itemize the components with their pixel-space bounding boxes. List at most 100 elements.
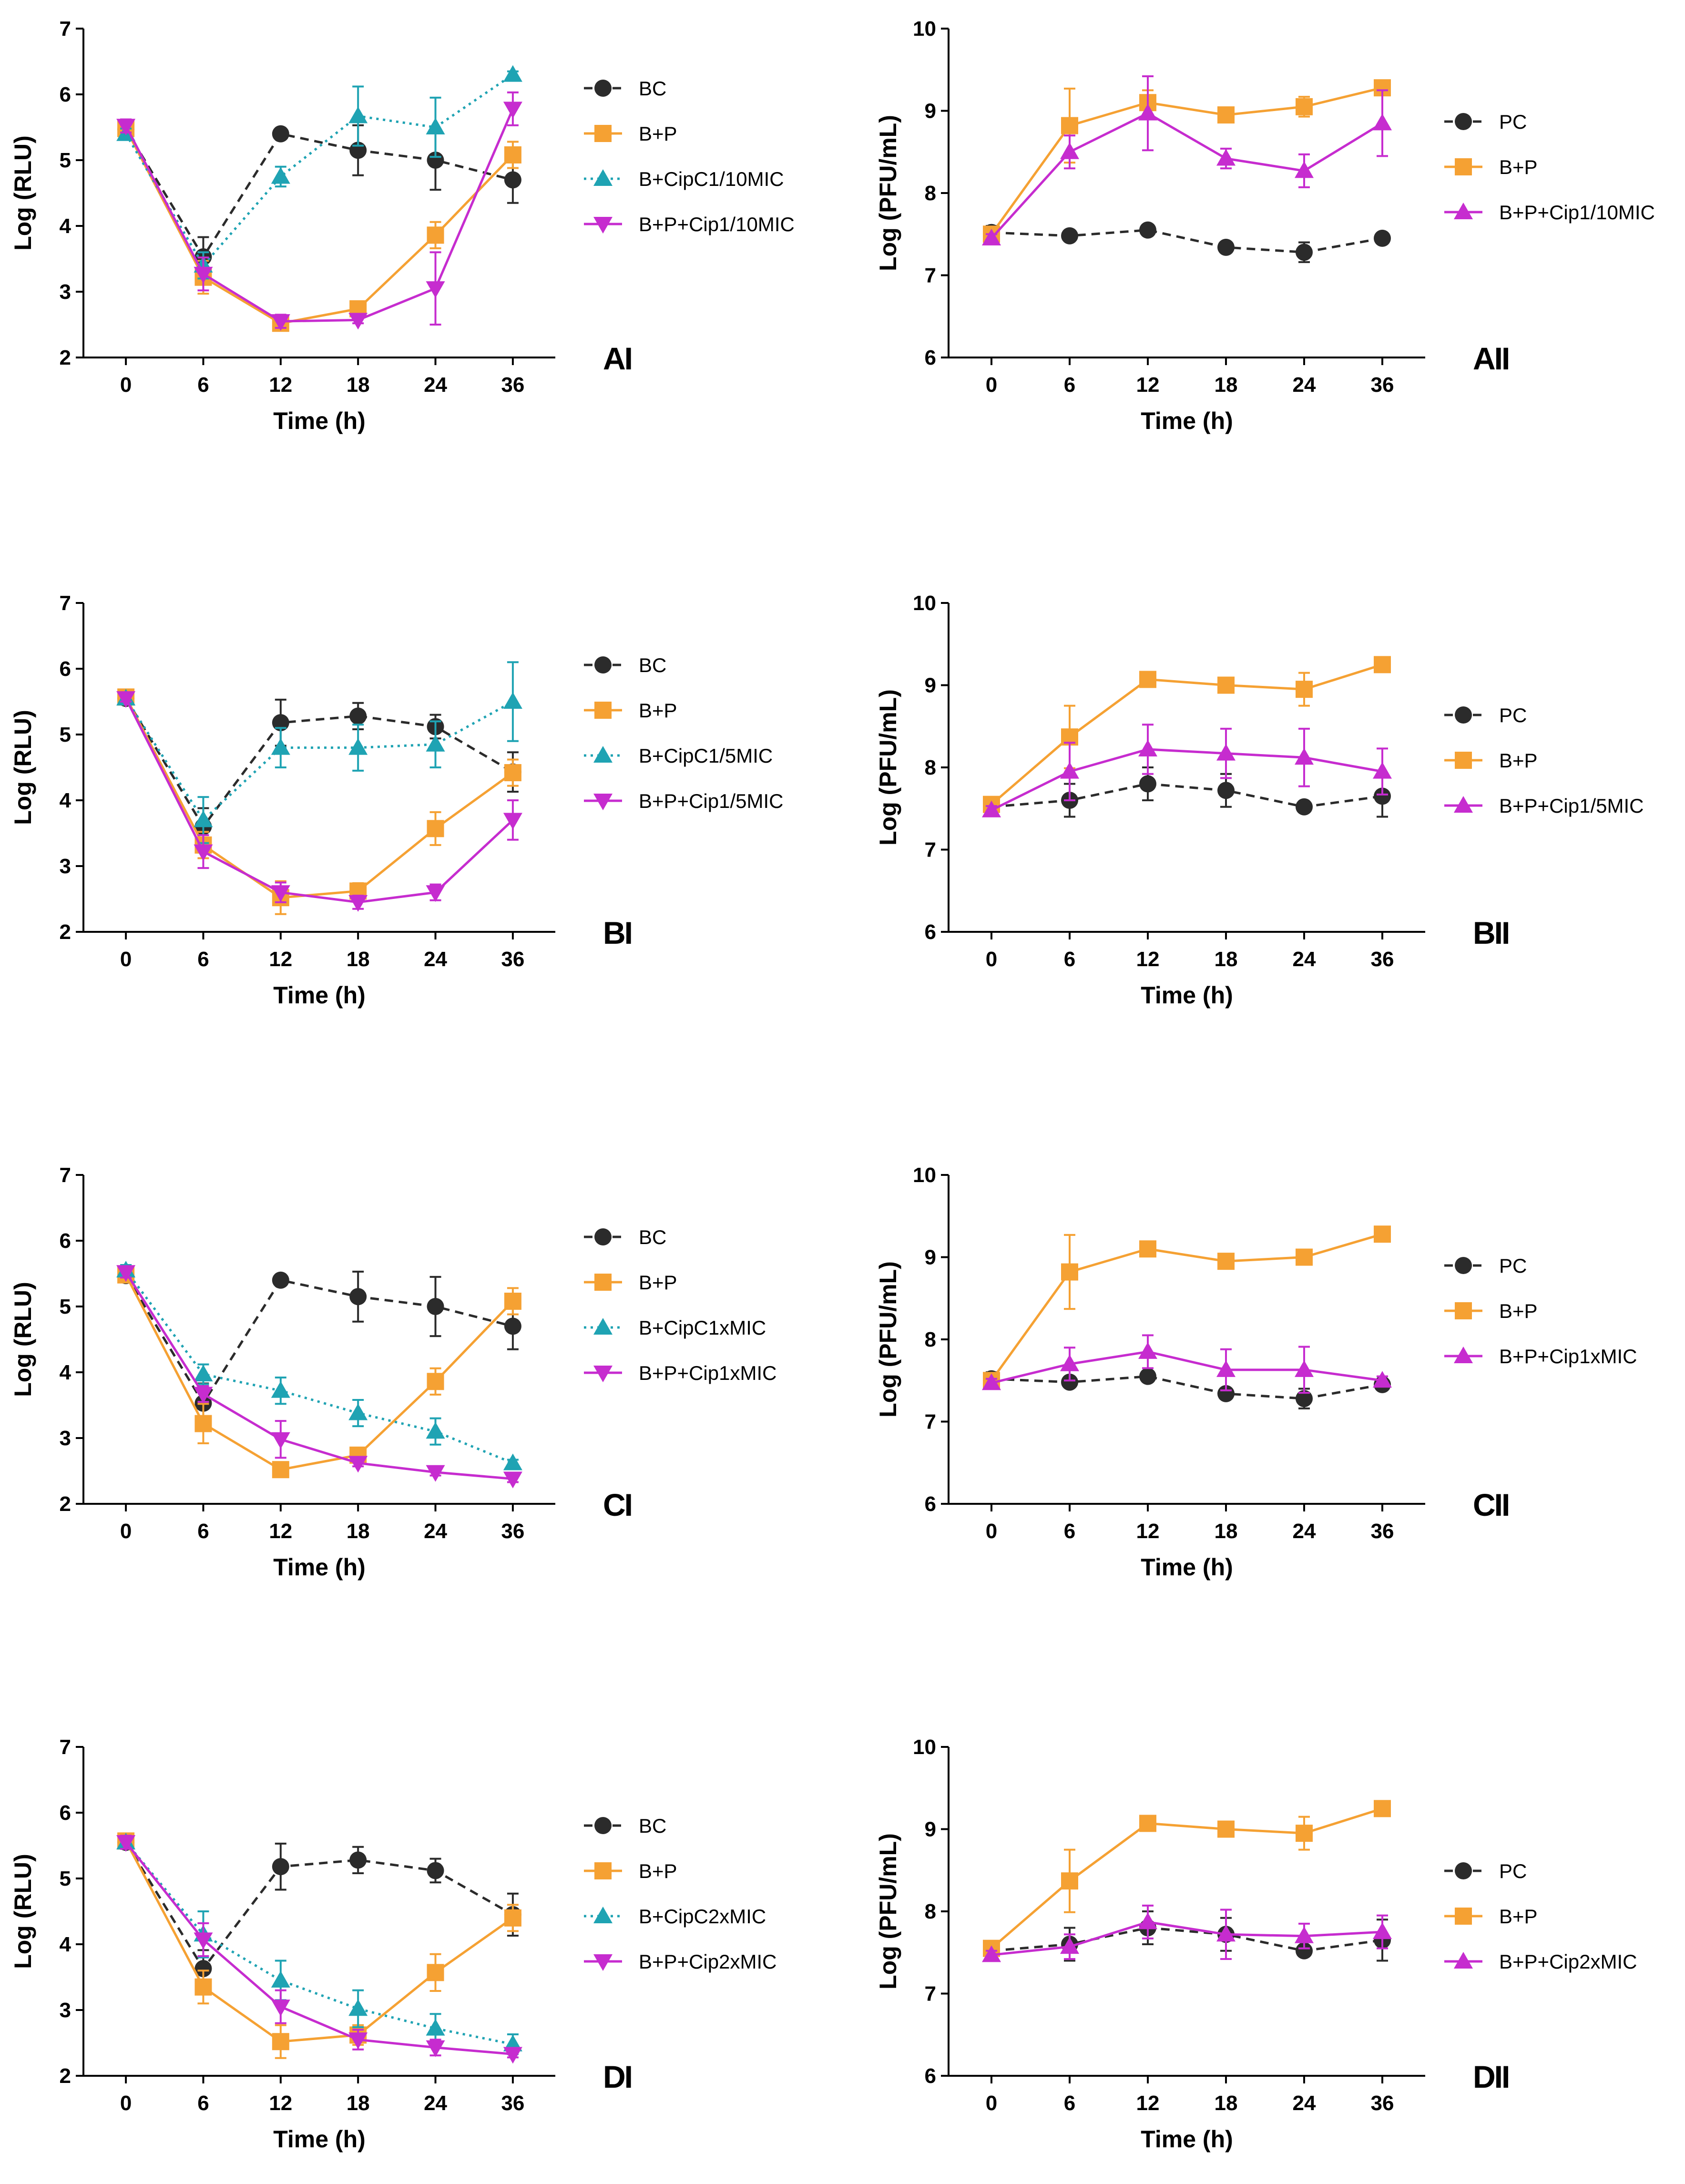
- data-point: [427, 820, 444, 837]
- legend-label: B+P: [1499, 156, 1538, 178]
- x-axis-title: Time (h): [1141, 408, 1233, 434]
- series-cip: [116, 1833, 522, 2055]
- series-line: [124, 1271, 513, 1480]
- x-tick-label: 18: [347, 1520, 370, 1543]
- data-point: [1216, 149, 1236, 166]
- data-point: [503, 1471, 522, 1489]
- data-point: [271, 2000, 290, 2017]
- data-point: [1139, 1815, 1156, 1832]
- legend-label: B+P: [639, 1860, 677, 1882]
- data-point: [426, 2019, 445, 2036]
- legend-label: B+P+Cip1xMIC: [639, 1362, 776, 1384]
- series-line: [124, 73, 514, 268]
- legend-marker: [594, 702, 612, 719]
- y-tick-label: 7: [925, 264, 936, 287]
- data-point: [504, 1909, 521, 1927]
- legend-marker: [593, 169, 613, 186]
- y-axis-title: Log (PFU/mL): [875, 115, 901, 271]
- y-tick-label: 2: [60, 920, 71, 944]
- data-point: [1061, 227, 1078, 245]
- data-point: [427, 226, 444, 244]
- x-axis-title: Time (h): [273, 2126, 366, 2153]
- legend-label: B+P+Cip1/10MIC: [1499, 201, 1655, 224]
- legend-marker: [1455, 1257, 1472, 1274]
- data-point: [504, 764, 521, 782]
- x-tick-label: 36: [501, 1520, 524, 1543]
- legend-marker: [594, 80, 612, 97]
- legend-marker: [594, 1274, 612, 1291]
- data-point: [349, 1851, 367, 1869]
- y-tick-label: 3: [60, 855, 71, 878]
- legend-marker: [593, 217, 613, 234]
- y-tick-label: 7: [925, 1982, 936, 2006]
- panel-label: BI: [603, 915, 632, 950]
- series-bc: [117, 121, 521, 278]
- panel-label: AI: [603, 341, 632, 376]
- series-line: [991, 1807, 1383, 1949]
- legend: BC B+P B+CipC1/5MIC B+P+Cip1/5MIC: [584, 654, 783, 812]
- x-tick-label: 6: [197, 948, 209, 971]
- y-tick-label: 8: [925, 1900, 936, 1923]
- data-point: [503, 2047, 522, 2064]
- series-cip: [116, 1261, 522, 1470]
- legend: PC B+P B+P+Cip2xMIC: [1444, 1860, 1637, 1973]
- y-tick-label: 5: [60, 723, 71, 746]
- y-axis-title: Log (PFU/mL): [875, 1833, 901, 1990]
- y-tick-label: 5: [60, 1295, 71, 1318]
- data-point: [427, 1298, 444, 1315]
- legend-label: B+P+Cip2xMIC: [1499, 1950, 1637, 1973]
- x-tick-label: 0: [120, 1520, 132, 1543]
- y-tick-label: 2: [60, 2064, 71, 2088]
- data-point: [503, 102, 522, 119]
- y-tick-label: 3: [60, 1999, 71, 2022]
- y-tick-label: 8: [925, 756, 936, 779]
- data-point: [1216, 1925, 1236, 1942]
- series-pc: [983, 221, 1391, 263]
- data-point: [426, 118, 445, 134]
- x-tick-label: 6: [197, 373, 209, 397]
- x-tick-label: 0: [986, 2092, 997, 2115]
- data-point: [1139, 775, 1156, 793]
- x-tick-label: 6: [197, 2092, 209, 2115]
- x-tick-label: 36: [501, 373, 524, 397]
- x-tick-label: 36: [1371, 1520, 1394, 1543]
- data-point: [427, 1862, 444, 1879]
- data-point: [271, 1432, 290, 1449]
- legend-label: B+CipC1/10MIC: [639, 168, 784, 190]
- y-tick-label: 7: [60, 1163, 71, 1187]
- data-point: [1373, 762, 1392, 779]
- y-tick-label: 6: [60, 83, 71, 106]
- series-bpcip: [116, 1265, 522, 1489]
- panel-aii: 6 7 8 9 10 0 6 12 18 24 36 Time (h) Log (PFU/mL) PC B+…: [875, 17, 1655, 434]
- series-line: [124, 696, 514, 899]
- y-tick-label: 6: [60, 657, 71, 681]
- series-line: [124, 1841, 514, 1971]
- series-line: [990, 1233, 1383, 1381]
- data-point: [116, 119, 136, 136]
- data-point: [348, 1403, 368, 1420]
- panel-label: CII: [1473, 1487, 1509, 1522]
- series-cip: [116, 661, 522, 844]
- data-point: [1374, 656, 1391, 674]
- x-tick-label: 0: [986, 948, 997, 971]
- data-point: [1217, 1385, 1235, 1402]
- series-line: [125, 1841, 513, 2055]
- data-point: [1216, 1360, 1236, 1377]
- data-point: [982, 1373, 1001, 1390]
- data-point: [1373, 1922, 1392, 1939]
- data-point: [348, 895, 368, 912]
- legend-label: PC: [1499, 704, 1527, 726]
- series-pc: [983, 1910, 1391, 1962]
- data-point: [426, 1465, 445, 1482]
- data-point: [194, 1978, 212, 1996]
- legend-label: B+P: [639, 122, 677, 145]
- data-point: [1061, 1872, 1078, 1890]
- data-point: [427, 1373, 444, 1390]
- data-point: [1216, 744, 1236, 761]
- data-point: [504, 1292, 521, 1310]
- data-point: [426, 885, 445, 902]
- series-bpcip: [982, 75, 1392, 245]
- x-axis-title: Time (h): [1141, 2126, 1233, 2153]
- data-point: [194, 266, 213, 284]
- legend-marker: [593, 1366, 613, 1382]
